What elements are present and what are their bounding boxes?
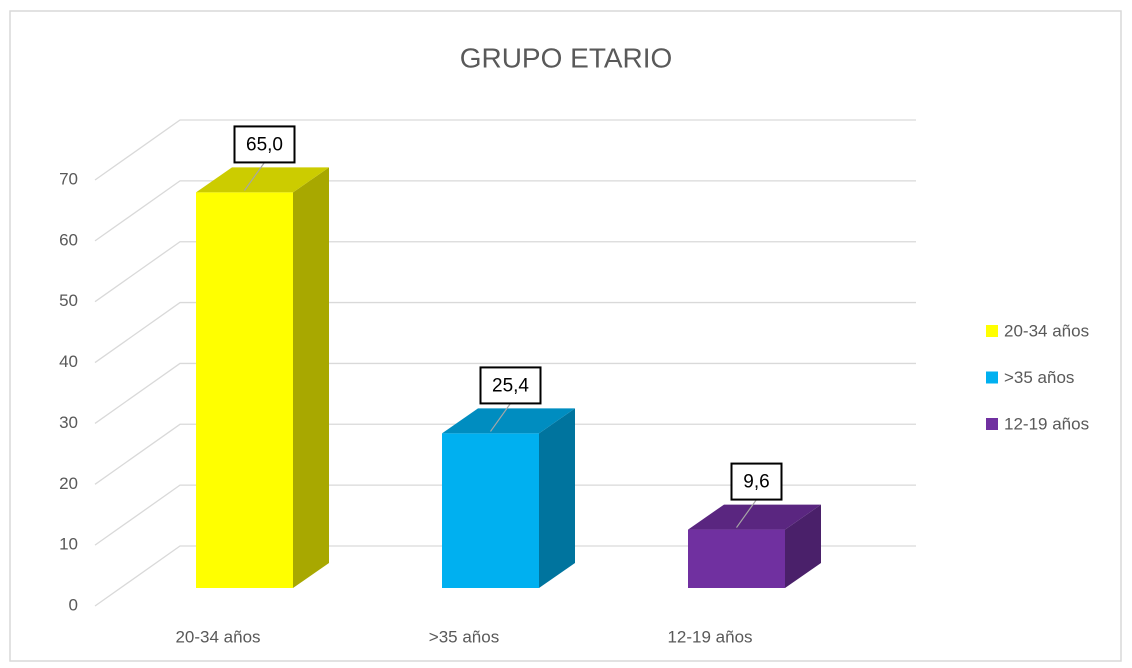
bar-side: [539, 408, 575, 588]
data-label: 25,4: [492, 375, 529, 396]
grid-line: [94, 362, 916, 424]
legend-swatch: [986, 418, 998, 430]
x-tick-label: 12-19 años: [667, 627, 752, 646]
label-box: [233, 125, 296, 164]
label-box: [479, 366, 542, 405]
y-tick-label: 60: [59, 230, 78, 249]
bar-side: [293, 167, 329, 588]
label-leader: [736, 499, 757, 528]
y-tick-label: 50: [59, 291, 78, 310]
bar: [196, 192, 293, 588]
bar-top: [688, 504, 821, 530]
legend-swatch: [986, 371, 998, 384]
y-tick-label: 70: [59, 169, 78, 188]
legend-label: 20-34 años: [1004, 321, 1089, 340]
y-tick-label: 20: [59, 474, 78, 493]
grid-line: [94, 545, 916, 607]
chart-title: GRUPO ETARIO: [460, 42, 673, 73]
y-tick-label: 30: [59, 413, 78, 432]
legend-label: 12-19 años: [1004, 414, 1089, 433]
grid-line: [94, 241, 916, 303]
grid-line: [94, 484, 916, 546]
grid-line: [94, 180, 916, 242]
label-box: [730, 462, 783, 501]
bar-top: [442, 408, 575, 434]
y-tick-label: 0: [69, 595, 78, 614]
y-tick-label: 40: [59, 352, 78, 371]
legend-swatch: [986, 325, 998, 337]
grid-line: [94, 423, 916, 485]
x-tick-label: >35 años: [429, 627, 499, 646]
data-label: 65,0: [246, 134, 283, 155]
legend-label: >35 años: [1004, 368, 1074, 387]
label-leader: [244, 162, 265, 191]
bar-top: [196, 167, 329, 193]
grid-line: [94, 301, 916, 364]
bar: [442, 433, 539, 588]
grid-line: [94, 119, 916, 181]
y-tick-label: 10: [59, 535, 78, 554]
bar-side: [785, 504, 821, 588]
data-label: 9,6: [743, 472, 769, 493]
label-leader: [490, 403, 511, 432]
bar: [688, 529, 785, 588]
x-tick-label: 20-34 años: [175, 627, 260, 646]
